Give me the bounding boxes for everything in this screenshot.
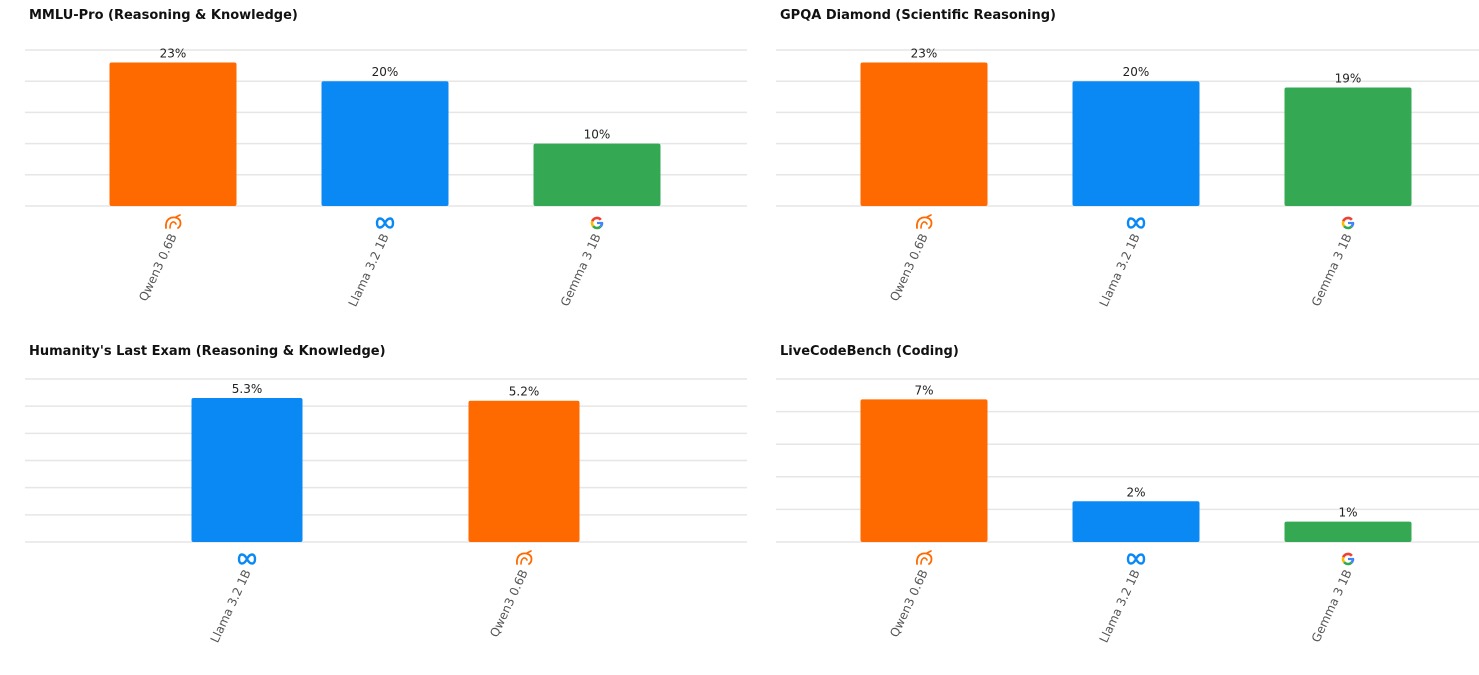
chart-panel-livecodebench: LiveCodeBench (Coding) 7% Qwen3 0.6B 2% Lla… bbox=[776, 336, 1479, 671]
chart-svg: 23% Qwen3 0.6B 20% Llama 3.2 1B 10% Gemma 3 1… bbox=[25, 46, 747, 309]
chart-svg: 23% Qwen3 0.6B 20% Llama 3.2 1B 19% Gemma 3 1… bbox=[776, 46, 1479, 309]
bar[interactable] bbox=[1284, 521, 1412, 542]
bar[interactable] bbox=[109, 62, 237, 207]
x-tick-label: Gemma 3 1B bbox=[1309, 567, 1355, 644]
chart-svg: 7% Qwen3 0.6B 2% Llama 3.2 1B 1% Gemma 3 1B bbox=[776, 378, 1479, 645]
bar[interactable] bbox=[860, 399, 988, 542]
qwen-logo-icon bbox=[916, 550, 933, 565]
bar[interactable] bbox=[191, 398, 303, 542]
chart-panel-mmlu-pro: MMLU-Pro (Reasoning & Knowledge) 23% Qwen… bbox=[25, 0, 747, 330]
chart-title: Humanity's Last Exam (Reasoning & Knowle… bbox=[29, 344, 386, 359]
google-logo-icon bbox=[1341, 552, 1355, 566]
x-tick-label: Llama 3.2 1B bbox=[346, 231, 392, 309]
meta-logo-icon bbox=[375, 217, 395, 229]
bar-value-label: 20% bbox=[1123, 65, 1150, 79]
meta-logo-icon bbox=[1126, 553, 1146, 565]
bar-value-label: 5.3% bbox=[232, 382, 263, 396]
gridlines bbox=[25, 378, 747, 543]
bar-value-label: 5.2% bbox=[509, 385, 540, 399]
x-tick-label: Gemma 3 1B bbox=[1309, 231, 1355, 308]
meta-logo-icon bbox=[1126, 217, 1146, 229]
bar-value-label: 20% bbox=[372, 65, 399, 79]
meta-logo-icon bbox=[237, 553, 257, 565]
chart-panel-humanitys-last-exam: Humanity's Last Exam (Reasoning & Knowle… bbox=[25, 336, 747, 671]
bar[interactable] bbox=[321, 81, 449, 206]
bar-value-label: 2% bbox=[1126, 485, 1145, 499]
x-tick-label: Qwen3 0.6B bbox=[887, 567, 931, 639]
chart-title: GPQA Diamond (Scientific Reasoning) bbox=[780, 8, 1056, 23]
bar[interactable] bbox=[1284, 87, 1412, 206]
bar-value-label: 1% bbox=[1338, 506, 1357, 520]
x-tick-label: Llama 3.2 1B bbox=[1097, 567, 1143, 645]
bar[interactable] bbox=[533, 143, 661, 206]
chart-panel-gpqa-diamond: GPQA Diamond (Scientific Reasoning) 23% Q… bbox=[776, 0, 1479, 330]
qwen-logo-icon bbox=[165, 214, 182, 229]
qwen-logo-icon bbox=[516, 550, 533, 565]
bar-value-label: 19% bbox=[1335, 71, 1362, 85]
chart-svg: 5.3% Llama 3.2 1B 5.2% Qwen3 0.6B bbox=[25, 378, 747, 645]
x-tick-label: Qwen3 0.6B bbox=[887, 231, 931, 303]
x-tick-label: Gemma 3 1B bbox=[558, 231, 604, 308]
x-tick-label: Qwen3 0.6B bbox=[136, 231, 180, 303]
bar-value-label: 7% bbox=[914, 383, 933, 397]
x-tick-label: Llama 3.2 1B bbox=[208, 567, 254, 645]
x-tick-label: Qwen3 0.6B bbox=[487, 567, 531, 639]
qwen-logo-icon bbox=[916, 214, 933, 229]
bar-value-label: 10% bbox=[584, 128, 611, 142]
x-tick-label: Llama 3.2 1B bbox=[1097, 231, 1143, 309]
bar[interactable] bbox=[860, 62, 988, 207]
google-logo-icon bbox=[590, 216, 604, 230]
chart-title: MMLU-Pro (Reasoning & Knowledge) bbox=[29, 8, 298, 23]
bar-value-label: 23% bbox=[160, 46, 187, 60]
bar[interactable] bbox=[1072, 501, 1200, 542]
google-logo-icon bbox=[1341, 216, 1355, 230]
bar[interactable] bbox=[1072, 81, 1200, 206]
chart-title: LiveCodeBench (Coding) bbox=[780, 344, 959, 359]
bar[interactable] bbox=[468, 400, 580, 542]
bar-value-label: 23% bbox=[911, 46, 938, 60]
